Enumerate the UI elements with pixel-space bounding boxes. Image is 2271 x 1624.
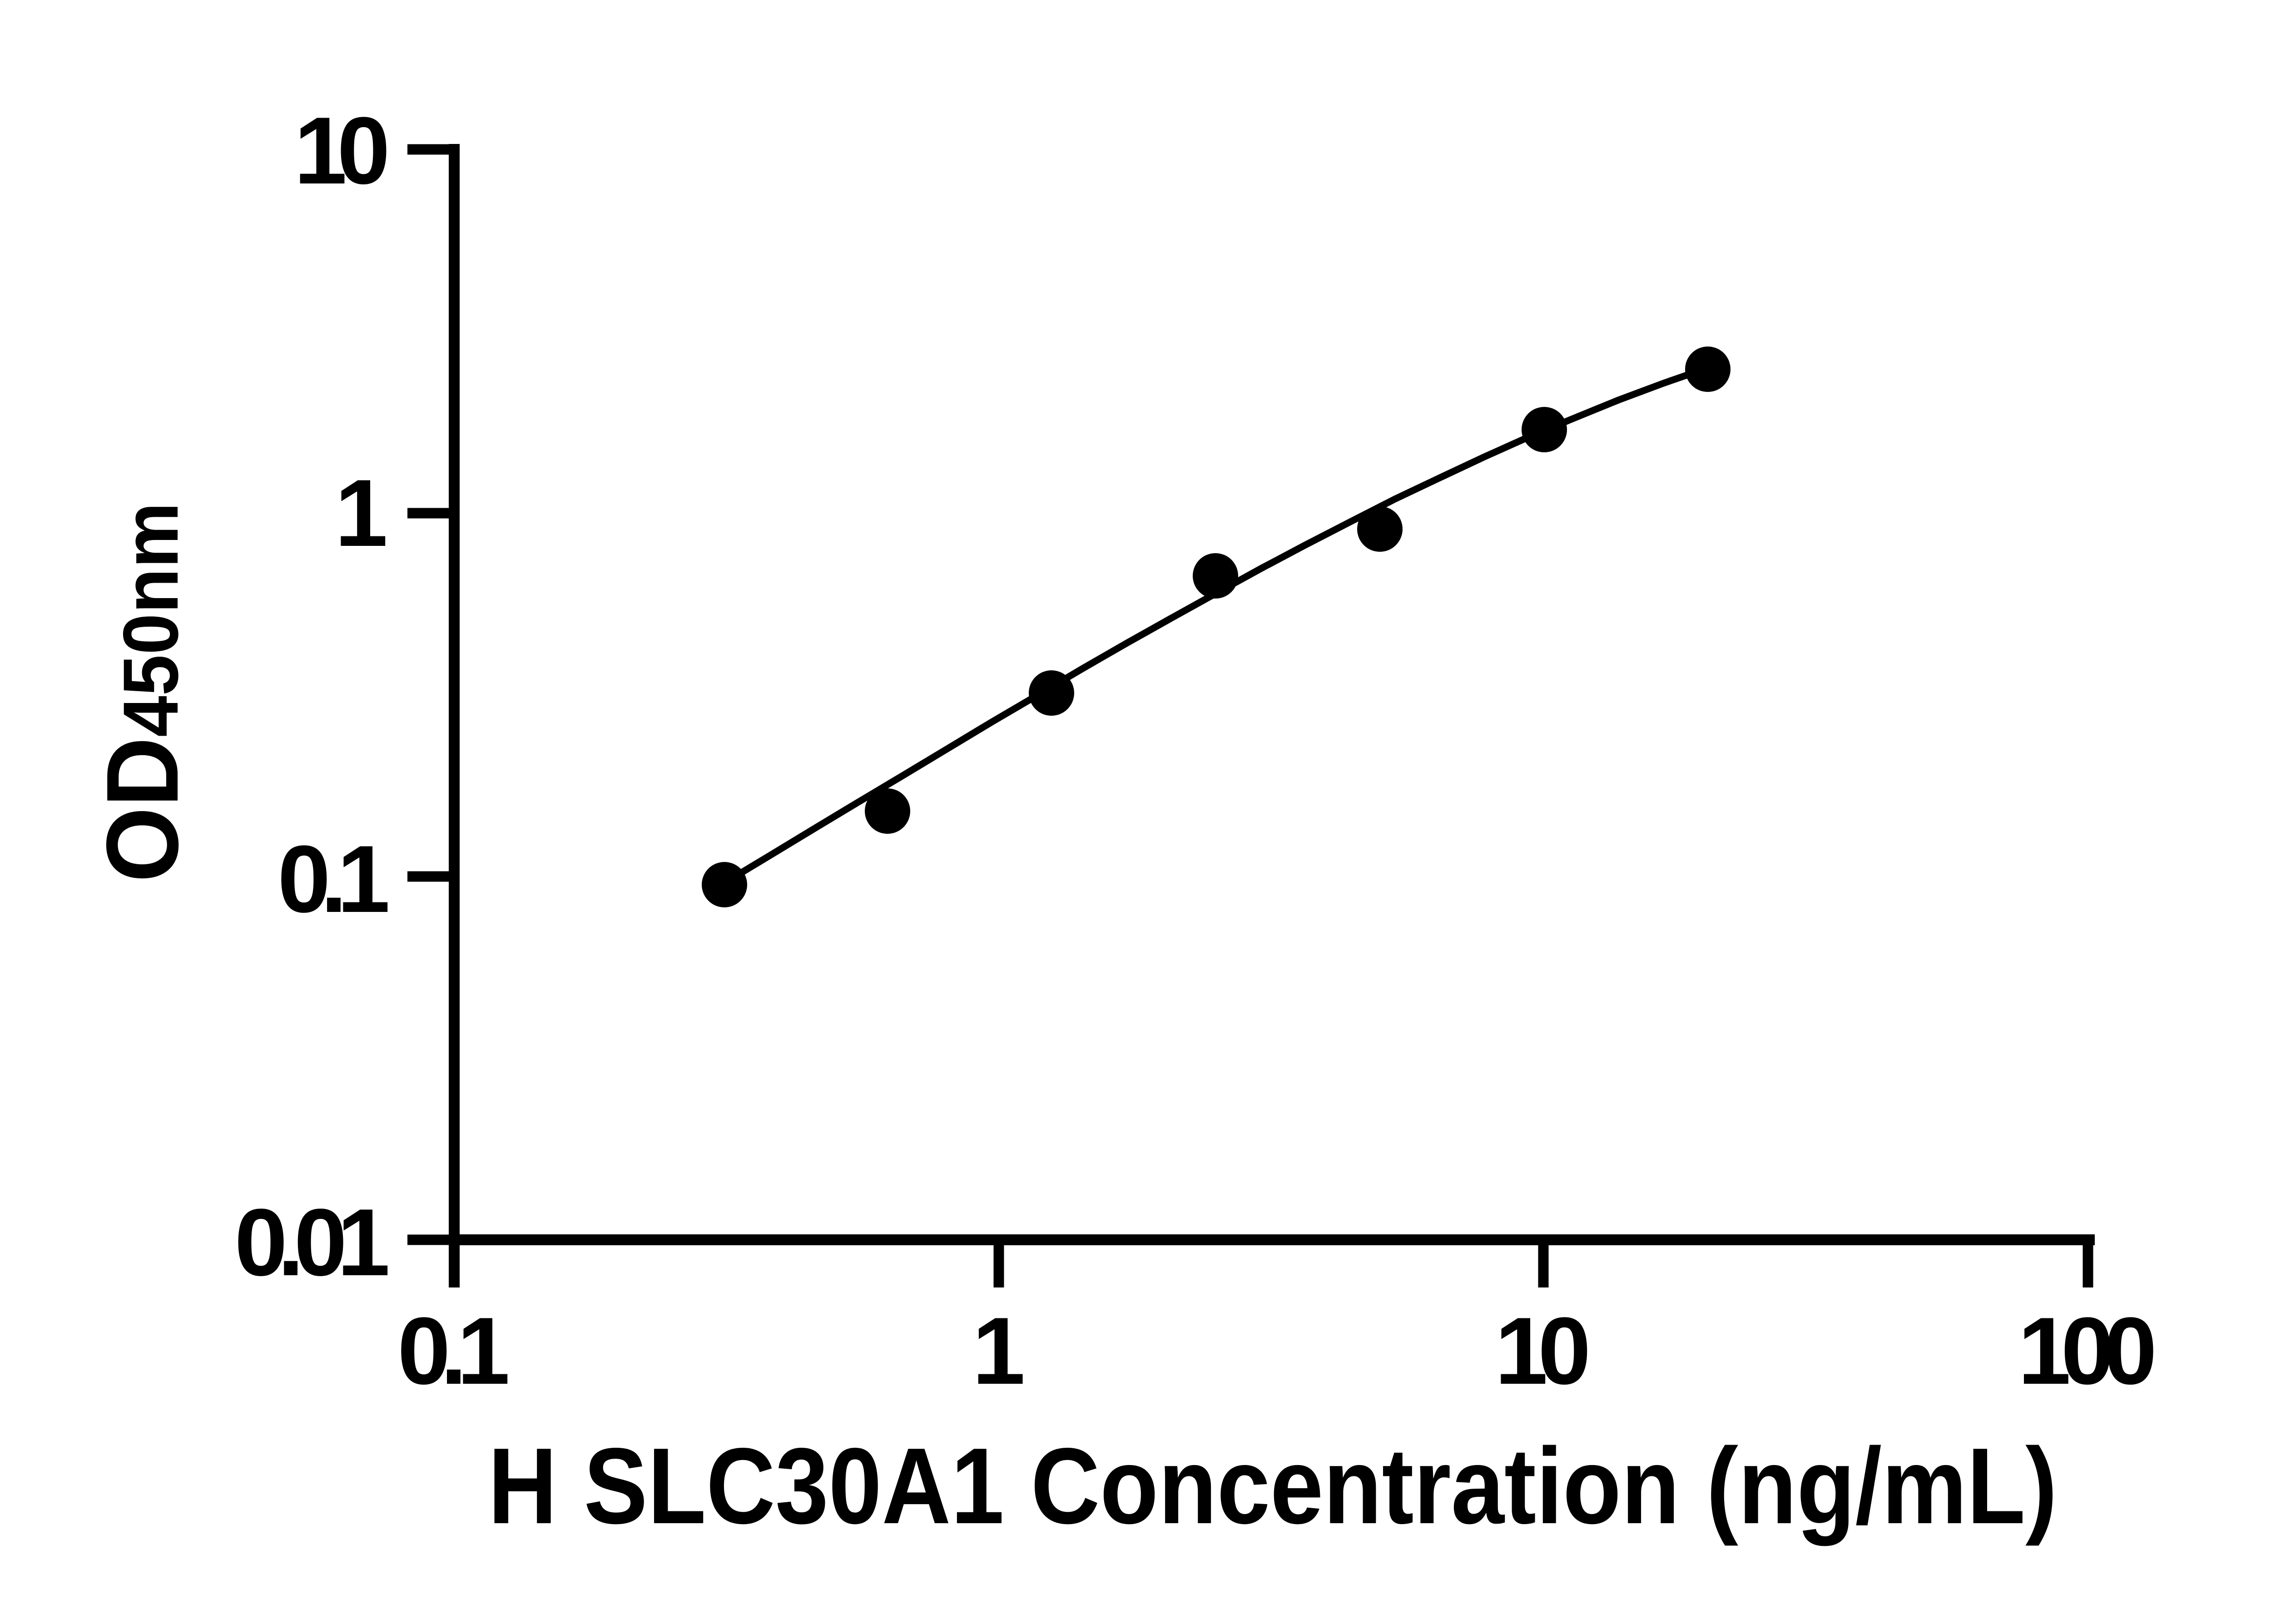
svg-text:100: 100 — [2018, 1297, 2154, 1404]
svg-text:1: 1 — [335, 460, 388, 566]
svg-text:0.1: 0.1 — [397, 1297, 507, 1404]
svg-text:1: 1 — [972, 1297, 1026, 1404]
svg-text:0.01: 0.01 — [234, 1189, 387, 1296]
svg-text:0.1: 0.1 — [278, 826, 387, 932]
svg-text:10: 10 — [1495, 1297, 1587, 1404]
svg-text:OD450nm: OD450nm — [85, 502, 199, 882]
svg-text:10: 10 — [294, 97, 387, 204]
svg-text:H SLC30A1 Concentration (ng/mL: H SLC30A1 Concentration (ng/mL) — [488, 1426, 2058, 1546]
